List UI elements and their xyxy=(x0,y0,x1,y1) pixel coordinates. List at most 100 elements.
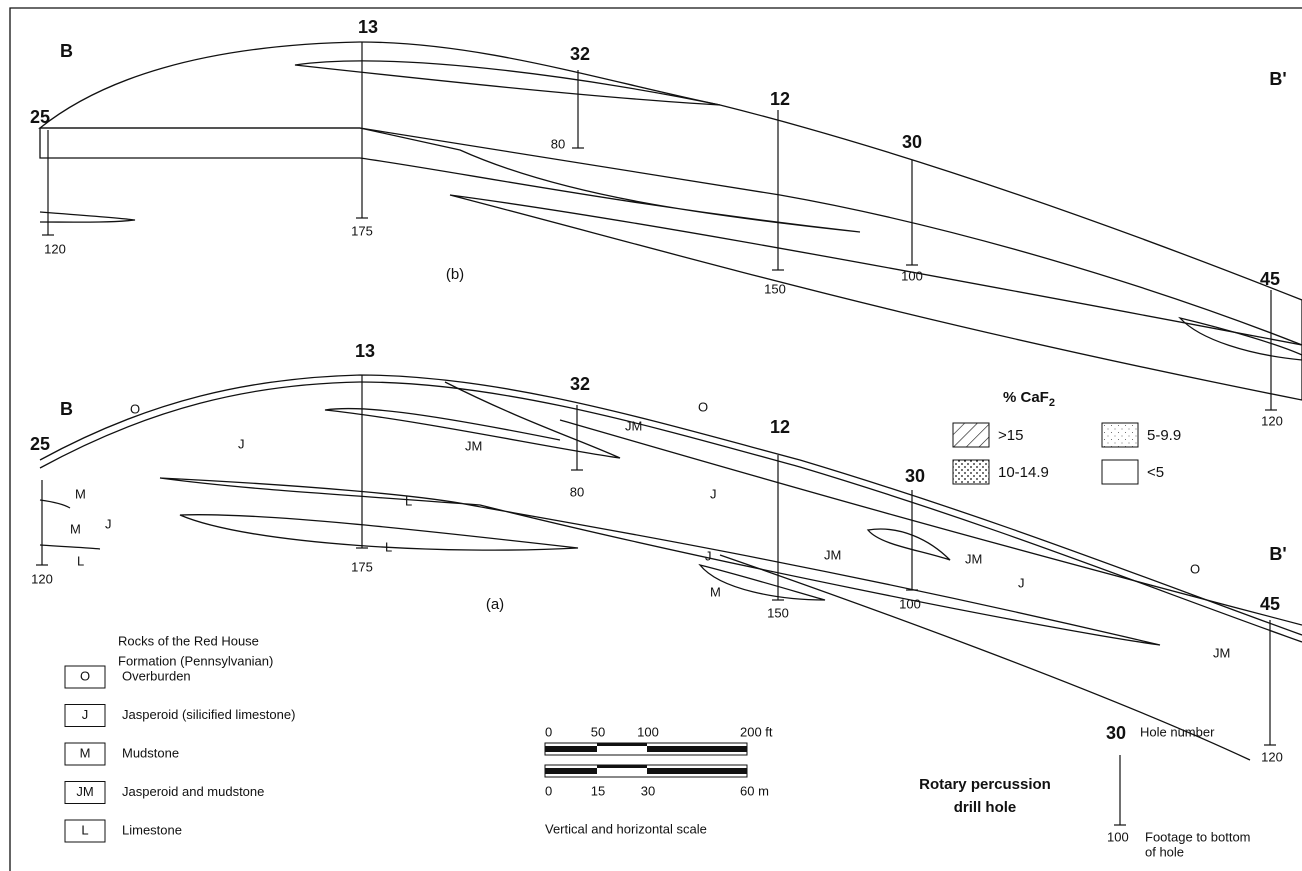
rock-label: J xyxy=(238,436,245,451)
scale-label: 0 xyxy=(545,724,552,739)
legend-name: Mudstone xyxy=(122,745,179,760)
hole-depth: 120 xyxy=(1261,749,1283,764)
section-end: B xyxy=(60,41,73,61)
panel-b: B B' (b) xyxy=(40,41,1302,400)
hole-depth: 120 xyxy=(44,241,66,256)
panel-label: (a) xyxy=(486,596,504,613)
scale-segment xyxy=(597,765,647,768)
hole-depth: 150 xyxy=(764,281,786,296)
hole-depth: 120 xyxy=(1261,413,1283,428)
rock-label: JM xyxy=(965,551,982,566)
scale-segment xyxy=(545,768,597,774)
key-title: Rotary percussion xyxy=(919,776,1051,793)
rock-label: L xyxy=(385,539,392,554)
legend-label: 5-9.9 xyxy=(1147,427,1181,444)
scale-label: 200 ft xyxy=(740,724,773,739)
rock-legend: Rocks of the Red House Formation (Pennsy… xyxy=(65,633,295,842)
hole-number: 25 xyxy=(30,434,50,454)
hole-number: 12 xyxy=(770,417,790,437)
zone-over-15 xyxy=(40,42,1302,345)
rock-label: O xyxy=(698,399,708,414)
hole-number: 25 xyxy=(30,107,50,127)
scale-segment xyxy=(545,746,597,752)
drill-holes: 2512013175328012150301004512025120131753… xyxy=(30,17,1283,765)
section-end: B' xyxy=(1269,69,1286,89)
section-end: B' xyxy=(1269,544,1286,564)
legend-name: Jasperoid (silicified limestone) xyxy=(122,707,295,722)
lens xyxy=(40,212,135,222)
hole-depth: 100 xyxy=(899,596,921,611)
hole-depth: 80 xyxy=(570,484,584,499)
rock-label: J xyxy=(705,548,712,563)
scale-segment xyxy=(597,743,647,746)
panel-label: (b) xyxy=(446,266,464,283)
legend-code: O xyxy=(80,668,90,683)
key-text: Footage to bottom xyxy=(1145,829,1251,844)
legend-code: M xyxy=(80,745,91,760)
legend-label: >15 xyxy=(998,427,1023,444)
hole-depth: 175 xyxy=(351,559,373,574)
cross-section: B B' (b) B B' (a) OJJMJMOMJMLLLJJJMJMMJO… xyxy=(0,0,1302,871)
rock-label: J xyxy=(105,516,112,531)
rock-label: O xyxy=(130,401,140,416)
scale-segment xyxy=(647,746,747,752)
scale-bar: 0 50 100 200 ft 0 15 30 60 m Vertical an… xyxy=(545,724,773,836)
key-number: 30 xyxy=(1106,723,1126,743)
surface xyxy=(40,375,1302,635)
hole-number: 12 xyxy=(770,89,790,109)
legend-code: J xyxy=(82,707,89,722)
swatch-5-9 xyxy=(1102,423,1138,447)
key-text: Hole number xyxy=(1140,724,1215,739)
scale-segment xyxy=(647,768,747,774)
hole-depth: 120 xyxy=(31,571,53,586)
caf2-legend: % CaF2 >15 10-14.9 5-9.9 <5 xyxy=(953,389,1181,484)
hole-depth: 175 xyxy=(351,223,373,238)
legend-name: Jasperoid and mudstone xyxy=(122,784,264,799)
contact xyxy=(180,515,578,550)
swatch-under-5 xyxy=(1102,460,1138,484)
lens xyxy=(1180,318,1302,360)
scale-caption: Vertical and horizontal scale xyxy=(545,821,707,836)
hole-number: 30 xyxy=(905,466,925,486)
hole-number: 45 xyxy=(1260,594,1280,614)
contact xyxy=(160,478,1160,645)
rock-label: JM xyxy=(1213,645,1230,660)
rock-label: J xyxy=(1018,575,1025,590)
hole-depth: 80 xyxy=(551,136,565,151)
contact xyxy=(868,529,950,560)
rock-label: J xyxy=(710,486,717,501)
key-depth: 100 xyxy=(1107,829,1129,844)
hole-depth: 100 xyxy=(901,268,923,283)
key-title: drill hole xyxy=(954,799,1017,816)
rock-label: M xyxy=(70,521,81,536)
scale-label: 0 xyxy=(545,783,552,798)
overburden-base xyxy=(40,382,1302,642)
legend-code: L xyxy=(81,822,88,837)
rock-label: L xyxy=(77,553,84,568)
legend-label: 10-14.9 xyxy=(998,464,1049,481)
swatch-over-15 xyxy=(953,423,989,447)
rock-label: JM xyxy=(824,547,841,562)
rock-label: M xyxy=(75,486,86,501)
zone-10-14 xyxy=(40,128,860,232)
scale-label: 15 xyxy=(591,783,605,798)
hole-number: 32 xyxy=(570,374,590,394)
scale-label: 60 m xyxy=(740,783,769,798)
legend-name: Overburden xyxy=(122,668,191,683)
hole-number: 13 xyxy=(358,17,378,37)
zone-5-9 xyxy=(450,195,1302,400)
legend-title: Formation (Pennsylvanian) xyxy=(118,653,273,668)
hole-number: 13 xyxy=(355,341,375,361)
rock-label: L xyxy=(405,493,412,508)
legend-title: % CaF2 xyxy=(1003,389,1055,409)
lens-mask xyxy=(295,61,720,105)
rock-label: M xyxy=(710,584,721,599)
hole-key: Rotary percussion drill hole 30 Hole num… xyxy=(919,723,1250,860)
swatch-10-14 xyxy=(953,460,989,484)
hole-number: 32 xyxy=(570,44,590,64)
rock-label: O xyxy=(1190,561,1200,576)
section-end: B xyxy=(60,399,73,419)
rock-label: JM xyxy=(625,418,642,433)
rock-label: JM xyxy=(465,438,482,453)
key-text: of hole xyxy=(1145,844,1184,859)
